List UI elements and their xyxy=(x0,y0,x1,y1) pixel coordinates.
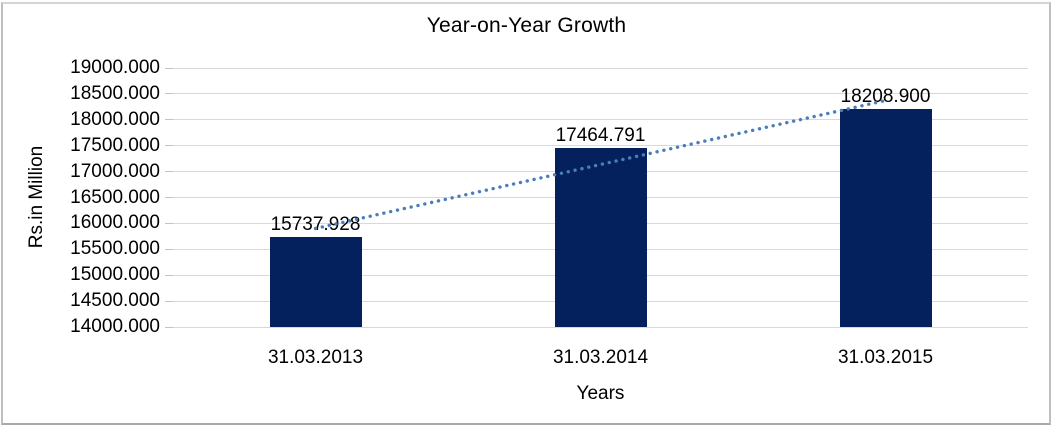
x-tick-label: 31.03.2015 xyxy=(837,347,934,368)
y-tick-mark xyxy=(165,93,173,95)
bar-31.03.2015 xyxy=(839,108,932,327)
y-tick-label: 16000.000 xyxy=(70,212,160,234)
x-axis-title: Years xyxy=(576,383,625,404)
y-tick-mark xyxy=(165,248,173,250)
y-tick-label: 16500.000 xyxy=(70,186,160,208)
y-tick-label: 15500.000 xyxy=(70,238,160,260)
y-tick-mark xyxy=(165,171,173,173)
gridline xyxy=(173,326,1028,328)
y-tick-label: 19000.000 xyxy=(70,57,160,78)
y-tick-label: 14500.000 xyxy=(70,290,160,312)
gridline xyxy=(173,67,1028,69)
y-tick-label: 14000.000 xyxy=(70,316,160,337)
y-tick-label: 17000.000 xyxy=(70,160,160,182)
chart-title: Year-on-Year Growth xyxy=(426,14,627,37)
x-tick-label: 31.03.2014 xyxy=(552,347,649,368)
y-tick-label: 18500.000 xyxy=(70,82,160,104)
y-tick-mark xyxy=(165,197,173,198)
y-tick-mark xyxy=(165,145,173,147)
y-tick-mark xyxy=(165,326,173,328)
gridline xyxy=(173,93,1028,95)
y-tick-mark xyxy=(165,67,173,69)
bar-data-label: 17464.791 xyxy=(555,124,646,146)
bar-31.03.2013 xyxy=(269,236,362,327)
bar-31.03.2014 xyxy=(554,147,647,327)
bar-data-label: 15737.928 xyxy=(270,213,361,235)
bar-data-label: 18208.900 xyxy=(840,85,931,107)
y-tick-mark xyxy=(165,222,173,224)
y-tick-mark xyxy=(165,300,173,302)
x-tick-label: 31.03.2013 xyxy=(267,347,364,368)
y-tick-label: 17500.000 xyxy=(70,134,160,156)
y-tick-label: 15000.000 xyxy=(70,264,160,286)
y-tick-mark xyxy=(165,119,173,121)
y-tick-mark xyxy=(165,274,173,276)
y-tick-label: 18000.000 xyxy=(70,108,160,130)
